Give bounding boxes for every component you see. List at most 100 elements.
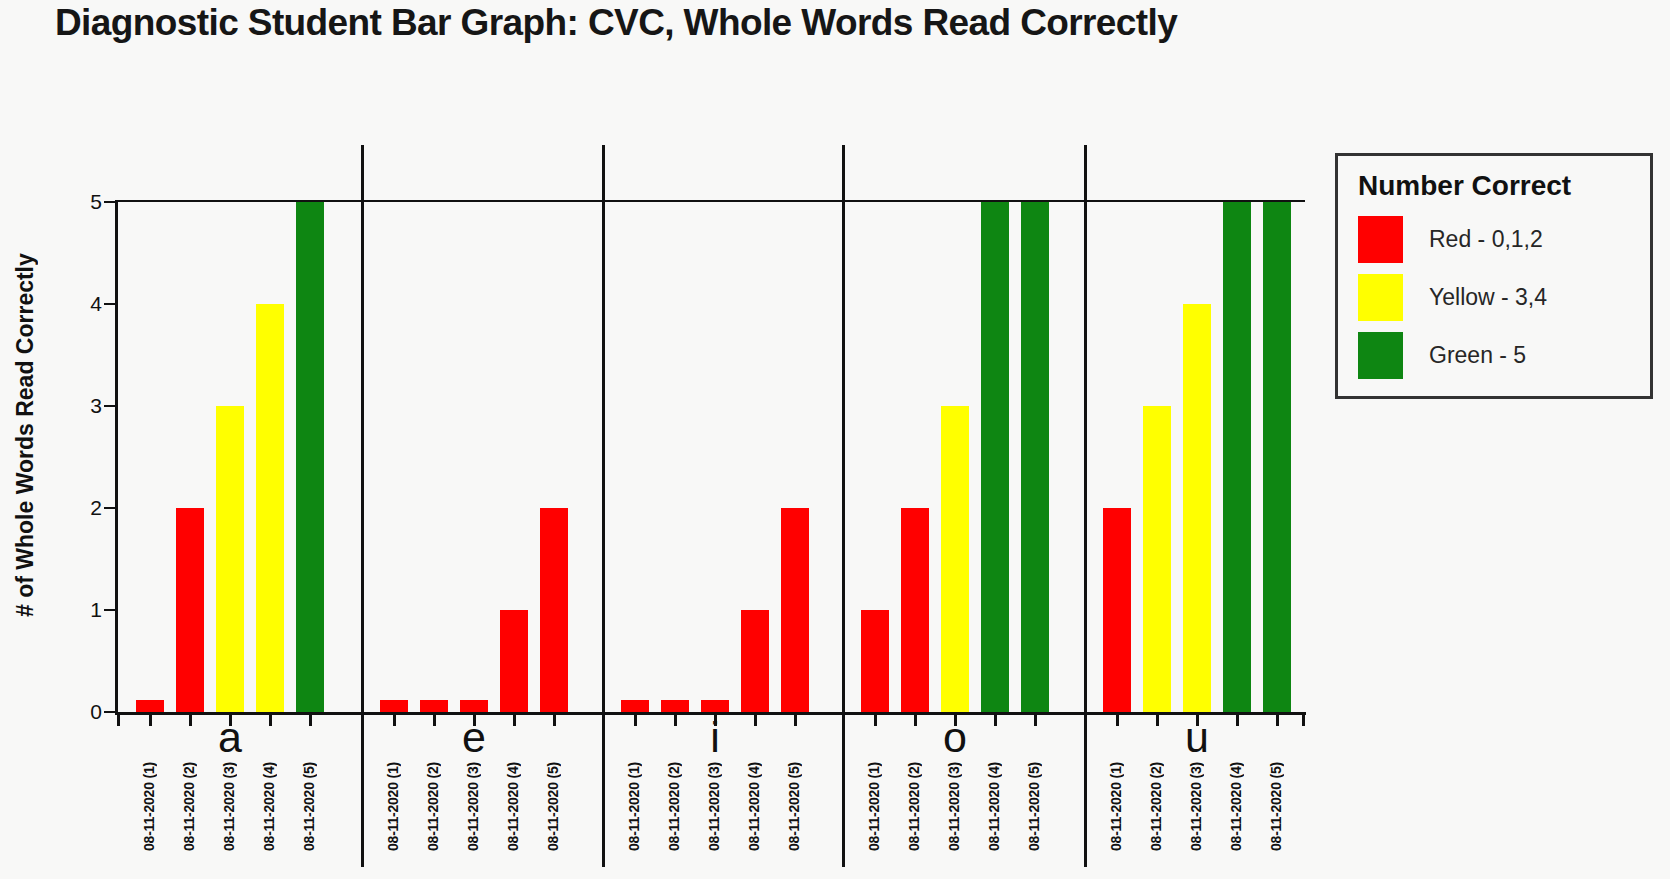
group-letter: o	[943, 712, 967, 764]
date-tick-label: 08-11-2020 (2)	[666, 762, 682, 851]
group-divider-line	[602, 145, 605, 867]
x-tick	[674, 715, 677, 726]
bar	[901, 508, 929, 712]
y-tick	[104, 609, 115, 611]
date-tick-label: 08-11-2020 (3)	[946, 762, 962, 851]
x-tick	[433, 715, 436, 726]
legend-items: Red - 0,1,2 Yellow - 3,4 Green - 5	[1358, 216, 1632, 379]
bar	[1103, 508, 1131, 712]
bar	[500, 610, 528, 712]
y-tick-label: 1	[90, 598, 102, 622]
x-boundary-tick	[602, 715, 605, 726]
group-letter: e	[462, 712, 486, 764]
x-tick	[754, 715, 757, 726]
y-tick-label: 0	[90, 700, 102, 724]
x-tick	[309, 715, 312, 726]
bar	[781, 508, 809, 712]
date-tick-label: 08-11-2020 (5)	[1268, 762, 1284, 851]
x-tick	[393, 715, 396, 726]
bar	[296, 202, 324, 712]
legend-label: Yellow - 3,4	[1429, 284, 1547, 311]
date-tick-label: 08-11-2020 (2)	[181, 762, 197, 851]
date-tick-label: 08-11-2020 (4)	[746, 762, 762, 851]
date-tick-label: 08-11-2020 (3)	[221, 762, 237, 851]
date-tick-label: 08-11-2020 (1)	[385, 762, 401, 851]
date-tick-label: 08-11-2020 (1)	[1108, 762, 1124, 851]
x-tick	[874, 715, 877, 726]
y-tick	[104, 507, 115, 509]
date-tick-label: 08-11-2020 (4)	[1228, 762, 1244, 851]
bar	[176, 508, 204, 712]
top-gridline	[118, 200, 1305, 202]
date-tick-label: 08-11-2020 (5)	[1026, 762, 1042, 851]
y-tick-label: 4	[90, 292, 102, 316]
y-tick-label: 2	[90, 496, 102, 520]
group-letter: i	[710, 712, 720, 764]
x-tick	[269, 715, 272, 726]
y-tick	[104, 405, 115, 407]
legend-title: Number Correct	[1358, 170, 1632, 202]
y-tick-label: 3	[90, 394, 102, 418]
group-divider-line	[1084, 145, 1087, 867]
x-boundary-tick	[1302, 715, 1305, 726]
date-tick-label: 08-11-2020 (4)	[505, 762, 521, 851]
date-tick-label: 08-11-2020 (2)	[906, 762, 922, 851]
bar	[216, 406, 244, 712]
y-tick	[104, 303, 115, 305]
green-swatch	[1358, 332, 1403, 379]
x-tick	[553, 715, 556, 726]
legend-box: Number Correct Red - 0,1,2 Yellow - 3,4 Gr…	[1335, 153, 1653, 399]
y-tick	[104, 201, 115, 203]
bar	[1263, 202, 1291, 712]
x-boundary-tick	[117, 715, 120, 726]
x-tick	[914, 715, 917, 726]
bar	[661, 700, 689, 712]
bar	[981, 202, 1009, 712]
legend-item-red: Red - 0,1,2	[1358, 216, 1632, 263]
date-tick-label: 08-11-2020 (5)	[545, 762, 561, 851]
x-tick	[189, 715, 192, 726]
bar	[1143, 406, 1171, 712]
y-axis-spine	[115, 200, 118, 715]
yellow-swatch	[1358, 274, 1403, 321]
bar	[460, 700, 488, 712]
legend-label: Green - 5	[1429, 342, 1526, 369]
date-tick-label: 08-11-2020 (4)	[986, 762, 1002, 851]
y-axis-title: # of Whole Words Read Correctly	[12, 245, 50, 625]
bar	[701, 700, 729, 712]
bar	[1183, 304, 1211, 712]
diagnostic-bar-graph-page: { "page": { "background": "#f8f8f7" }, "…	[0, 0, 1670, 879]
y-tick-label: 5	[90, 190, 102, 214]
x-boundary-tick	[1084, 715, 1087, 726]
legend-item-green: Green - 5	[1358, 332, 1632, 379]
x-tick	[794, 715, 797, 726]
x-tick	[149, 715, 152, 726]
x-tick	[994, 715, 997, 726]
bar	[941, 406, 969, 712]
date-tick-label: 08-11-2020 (3)	[706, 762, 722, 851]
group-divider-line	[361, 145, 364, 867]
x-tick	[1034, 715, 1037, 726]
group-divider-line	[842, 145, 845, 867]
bar	[420, 700, 448, 712]
date-tick-label: 08-11-2020 (1)	[141, 762, 157, 851]
red-swatch	[1358, 216, 1403, 263]
date-tick-label: 08-11-2020 (5)	[301, 762, 317, 851]
date-tick-label: 08-11-2020 (5)	[786, 762, 802, 851]
date-tick-label: 08-11-2020 (1)	[626, 762, 642, 851]
bar	[1021, 202, 1049, 712]
x-tick	[1236, 715, 1239, 726]
group-letter: u	[1185, 712, 1209, 764]
x-tick	[1276, 715, 1279, 726]
group-letter: a	[218, 712, 242, 764]
x-boundary-tick	[361, 715, 364, 726]
y-axis-title-text: # of Whole Words Read Correctly	[12, 245, 39, 625]
x-tick	[1156, 715, 1159, 726]
date-tick-label: 08-11-2020 (4)	[261, 762, 277, 851]
bar	[621, 700, 649, 712]
date-tick-label: 08-11-2020 (2)	[425, 762, 441, 851]
bar	[540, 508, 568, 712]
legend-item-yellow: Yellow - 3,4	[1358, 274, 1632, 321]
x-tick	[1116, 715, 1119, 726]
legend-label: Red - 0,1,2	[1429, 226, 1543, 253]
